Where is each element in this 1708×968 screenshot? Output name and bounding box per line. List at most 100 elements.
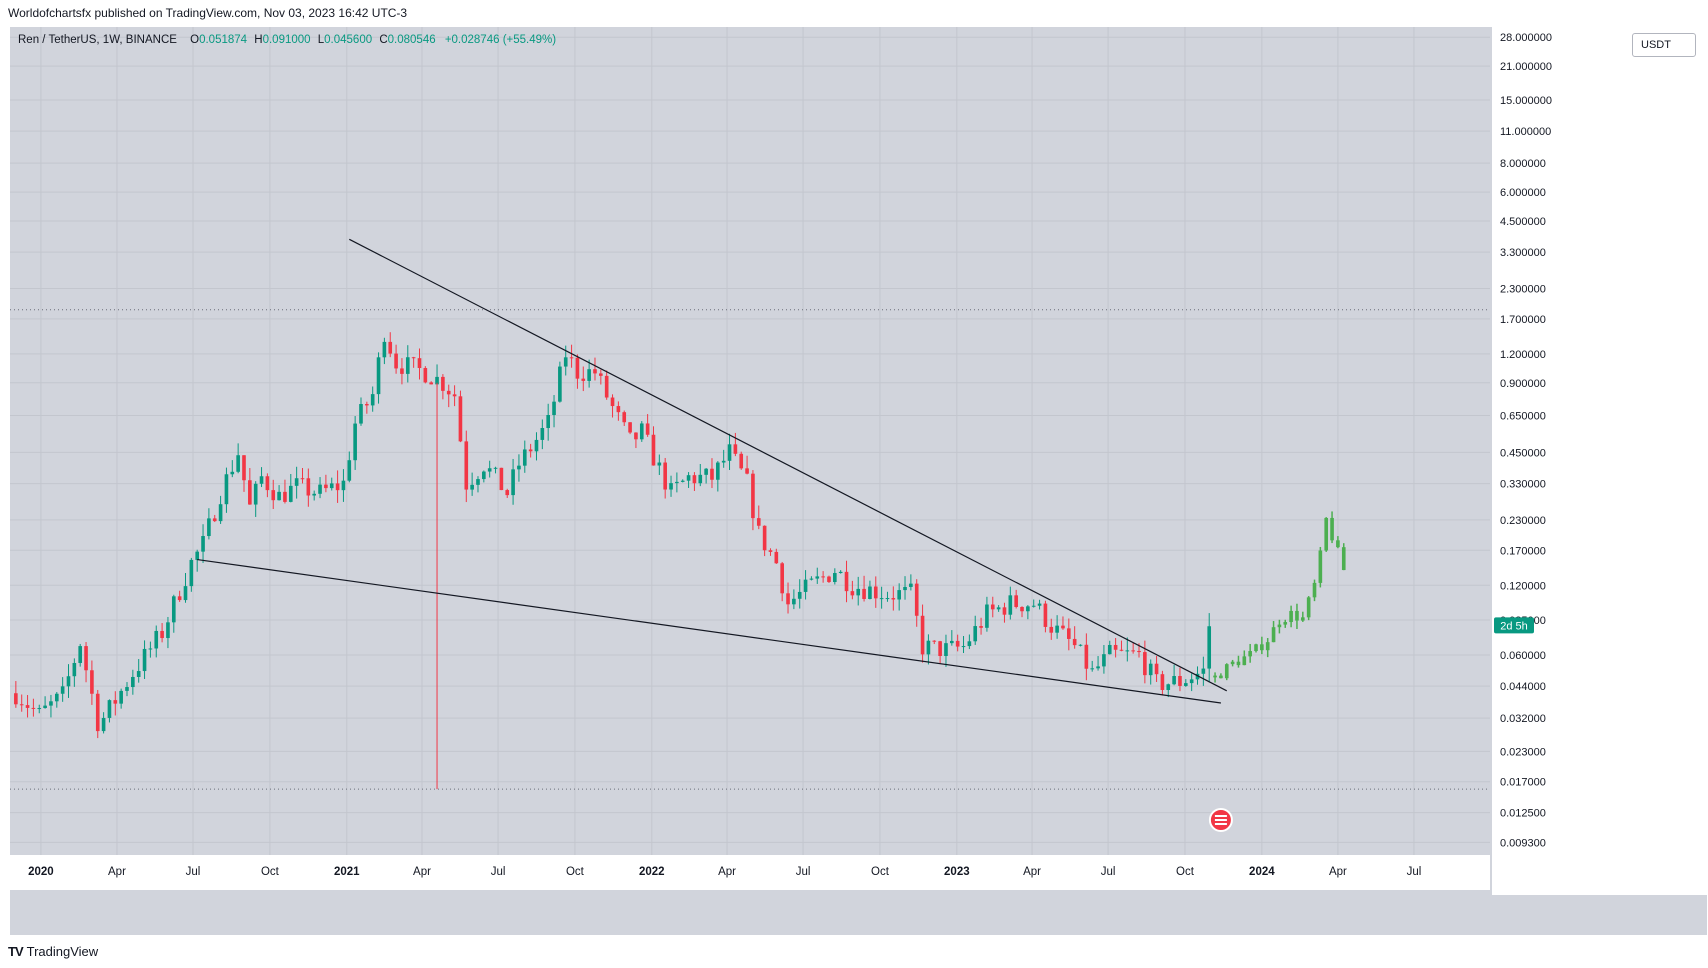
- candle-body: [686, 475, 691, 481]
- x-tick-label: Apr: [108, 866, 126, 878]
- x-tick-label: Jul: [796, 866, 811, 878]
- candle-body: [563, 357, 568, 367]
- candle-body: [838, 571, 843, 574]
- candle-body: [891, 598, 896, 600]
- x-tick-label: Jul: [1101, 866, 1116, 878]
- candle-body: [1172, 676, 1176, 685]
- candle-body: [657, 462, 662, 466]
- candle-body: [511, 469, 515, 496]
- candle-body: [253, 483, 258, 505]
- symbol-name[interactable]: Ren / TetherUS, 1W, BINANCE: [18, 34, 177, 46]
- candle-body: [271, 490, 276, 501]
- candle-body: [528, 449, 533, 452]
- y-tick-label: 28.000000: [1500, 32, 1552, 44]
- candle-body: [382, 341, 387, 358]
- y-tick-label: 0.060000: [1500, 650, 1546, 662]
- candle-body: [435, 376, 439, 385]
- candle-body: [95, 693, 100, 732]
- y-tick-label: 0.009300: [1500, 837, 1546, 849]
- candle-body: [868, 586, 872, 599]
- high-value: 0.091000: [262, 34, 311, 46]
- candle-body: [1037, 603, 1042, 606]
- candle-body: [318, 484, 322, 494]
- projection-bar: [1330, 517, 1334, 541]
- currency-button[interactable]: USDT: [1632, 33, 1696, 57]
- candle-body: [593, 369, 597, 374]
- candle-body: [733, 444, 738, 454]
- candle-body: [792, 598, 796, 605]
- candle-body: [1055, 625, 1059, 633]
- grid: [10, 27, 1490, 855]
- candle-body: [458, 396, 463, 442]
- candle-body: [66, 676, 71, 687]
- candle-body: [651, 434, 656, 466]
- projection-bar: [1265, 642, 1270, 651]
- candle-body: [464, 441, 469, 490]
- candles: [14, 332, 1346, 790]
- projection-bar: [1224, 664, 1229, 679]
- y-tick-label: 0.170000: [1500, 545, 1546, 557]
- candle-body: [780, 563, 784, 594]
- candle-body: [207, 518, 211, 537]
- x-tick-label: 2022: [639, 866, 665, 878]
- candle-body: [283, 491, 287, 502]
- candle-body: [938, 641, 942, 656]
- x-tick-label: 2024: [1249, 866, 1275, 878]
- candle-body: [961, 646, 966, 648]
- projection-bar: [1300, 617, 1305, 621]
- trend-line: [349, 238, 1228, 692]
- candle-body: [429, 382, 433, 385]
- candle-body: [534, 439, 539, 452]
- projection-bar: [1213, 675, 1217, 678]
- candle-body: [1189, 679, 1194, 684]
- candle-body: [756, 518, 761, 526]
- candle-body: [675, 481, 679, 484]
- low-label: L: [317, 34, 325, 46]
- candle-body: [212, 518, 217, 522]
- candle-body: [236, 455, 240, 472]
- x-axis: 2020 Apr Jul Oct 2021 Apr Jul Oct 2022 Apr Jul Oct 2…: [10, 855, 1490, 890]
- candle-body: [622, 412, 627, 423]
- x-tick-label: Jul: [491, 866, 506, 878]
- candle-body: [113, 700, 118, 704]
- y-tick-label: 3.300000: [1500, 247, 1546, 259]
- projection-bar: [1289, 610, 1293, 623]
- x-tick-label: Apr: [1329, 866, 1347, 878]
- projection-bar: [1295, 610, 1299, 621]
- chart-area[interactable]: [10, 27, 1707, 935]
- candle-body: [259, 476, 264, 484]
- candle-body: [587, 369, 591, 381]
- candle-body: [1183, 683, 1188, 686]
- overlays: 2d 5h: [1208, 617, 1534, 832]
- candle-body: [1078, 644, 1083, 646]
- tradingview-logo[interactable]: TV TradingView: [8, 944, 98, 959]
- candle-body: [599, 373, 603, 376]
- candle-body: [745, 468, 749, 474]
- candle-body: [710, 468, 714, 480]
- candle-body: [1049, 626, 1054, 633]
- candle-body: [786, 593, 790, 605]
- candle-body: [967, 641, 972, 647]
- candle-body: [1143, 652, 1147, 676]
- x-tick-label: Oct: [871, 866, 890, 878]
- candle-body: [441, 376, 445, 391]
- candle-body: [300, 478, 305, 480]
- candle-body: [950, 640, 954, 644]
- candle-body: [522, 449, 527, 466]
- candle-body: [359, 404, 363, 424]
- candle-body: [1067, 628, 1071, 639]
- candle-body: [990, 604, 995, 610]
- x-tick-label: Apr: [1023, 866, 1041, 878]
- candle-body: [973, 626, 978, 642]
- candle-body: [400, 368, 404, 374]
- candle-body: [610, 397, 615, 407]
- candle-body: [873, 586, 878, 599]
- x-tick-label: Oct: [261, 866, 280, 878]
- candle-body: [751, 473, 755, 519]
- candle-body: [1148, 663, 1153, 676]
- candle-body: [148, 648, 153, 650]
- candle-body: [639, 423, 644, 440]
- candle-body: [277, 491, 281, 501]
- candle-body: [54, 693, 59, 702]
